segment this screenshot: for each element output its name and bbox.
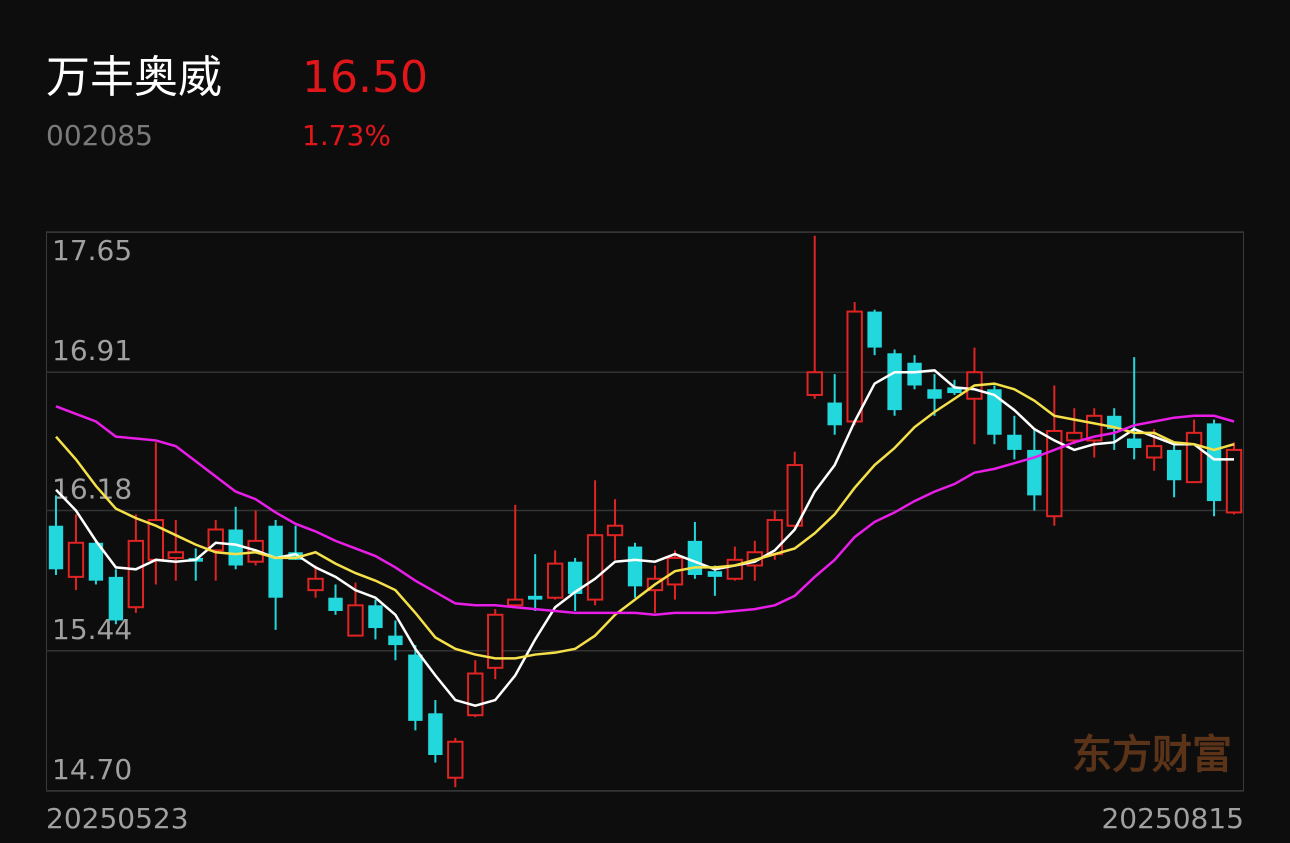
candle-body xyxy=(806,371,823,396)
x-tick-label: 20250815 xyxy=(1101,802,1244,835)
candle-body xyxy=(687,540,703,575)
candle-body xyxy=(108,576,124,621)
candle-body xyxy=(388,635,403,646)
candle-body xyxy=(1066,431,1083,442)
moving-average-line xyxy=(55,382,1235,660)
x-tick-label: 20250523 xyxy=(46,802,189,835)
candle-body xyxy=(67,541,85,578)
candle-body xyxy=(127,539,145,609)
candle-body xyxy=(467,672,484,717)
candle-body xyxy=(328,597,343,611)
stock-price: 16.50 xyxy=(302,52,428,103)
candle-body xyxy=(507,598,524,607)
candle-body xyxy=(1166,449,1182,481)
plot-frame xyxy=(46,232,1244,791)
candle-body xyxy=(347,604,364,637)
candle-body xyxy=(846,310,863,423)
candle-body xyxy=(1007,434,1022,450)
moving-average-line xyxy=(55,369,1235,708)
candle-body xyxy=(786,464,803,527)
candle-body xyxy=(368,605,383,629)
candle-body xyxy=(288,552,303,560)
candle-body xyxy=(606,524,624,537)
candle-body xyxy=(428,713,443,755)
candle-body xyxy=(887,353,902,411)
candle-body xyxy=(546,562,564,599)
y-tick-label: 16.91 xyxy=(52,334,132,367)
watermark: 东方财富 xyxy=(1072,732,1232,778)
candle-body xyxy=(408,654,423,721)
candle-body xyxy=(527,595,543,600)
candle-body xyxy=(88,542,104,581)
candle-body xyxy=(1145,445,1163,459)
candle-body xyxy=(627,546,643,587)
candle-body xyxy=(1185,431,1203,484)
candle-body xyxy=(987,389,1002,435)
candle-body xyxy=(1206,423,1222,502)
candle-body xyxy=(48,525,64,570)
y-tick-label: 16.18 xyxy=(52,473,132,506)
stock-name: 万丰奥威 xyxy=(46,52,222,103)
candle-body xyxy=(567,561,583,594)
stock-change: 1.73% xyxy=(302,119,391,152)
candle-body xyxy=(927,389,942,399)
candle-body xyxy=(947,387,962,394)
candle-body xyxy=(1225,448,1243,514)
candle-body xyxy=(1027,449,1042,496)
y-tick-label: 17.65 xyxy=(52,234,132,267)
candle-body xyxy=(167,551,184,559)
candle-body xyxy=(827,402,842,426)
moving-average-line xyxy=(55,405,1235,617)
candle-body xyxy=(268,525,283,598)
candle-body xyxy=(907,362,922,386)
stock-code: 002085 xyxy=(46,119,153,152)
candle-body xyxy=(867,311,882,348)
candle-body xyxy=(307,577,324,592)
candle-body xyxy=(1126,438,1142,449)
candle-body xyxy=(726,558,744,580)
candle-body xyxy=(228,529,243,566)
candle-body xyxy=(447,740,464,779)
candle-body xyxy=(487,613,504,669)
candle-body xyxy=(586,534,604,601)
y-tick-label: 14.70 xyxy=(52,753,132,786)
candle-body xyxy=(707,571,723,577)
